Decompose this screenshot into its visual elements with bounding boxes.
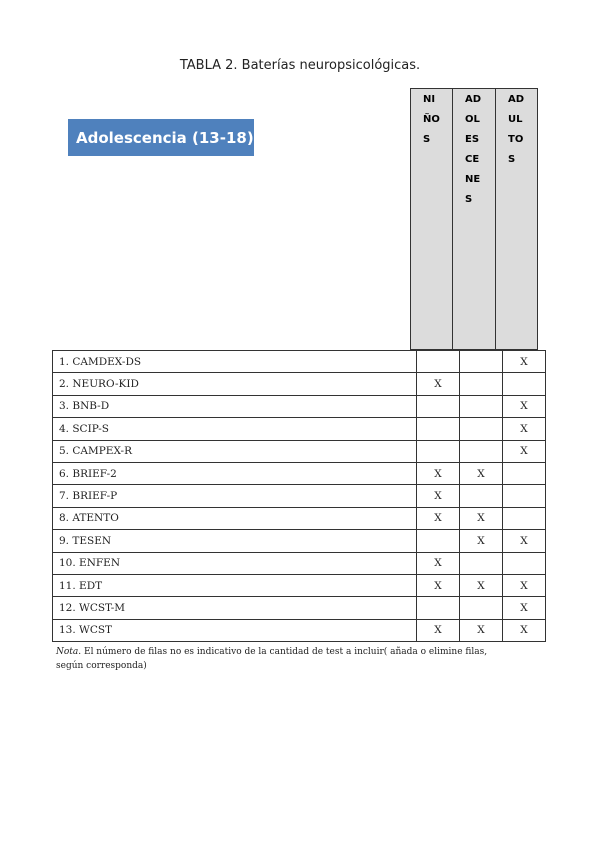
table-row: 13. WCST X X X (52, 618, 546, 643)
battery-name: 6. BRIEF-2 (52, 461, 417, 486)
table-row: 9. TESEN X X (52, 529, 546, 553)
battery-name: 3. BNB-D (52, 394, 417, 419)
mark-cell: X (502, 349, 546, 374)
battery-name: 5. CAMPEX-R (52, 439, 417, 463)
mark-cell (416, 529, 460, 553)
mark-cell (502, 484, 546, 508)
battery-name: 12. WCST-M (52, 596, 417, 620)
age-group-banner: Adolescencia (13-18) (68, 119, 254, 156)
mark-cell: X (416, 461, 460, 486)
mark-cell (459, 394, 503, 419)
mark-cell: X (502, 596, 546, 620)
column-header-adolescentes: AD OL ES CE NE S (452, 88, 496, 350)
mark-cell: X (459, 506, 503, 531)
mark-cell: X (459, 618, 503, 643)
table-note: Nota. El número de filas no es indicativ… (56, 645, 516, 673)
mark-cell (459, 596, 503, 620)
mark-cell: X (502, 417, 546, 441)
batteries-table: 1. CAMDEX-DS X 2. NEURO-KID X 3. BNB-D X 4. SC… (52, 349, 546, 643)
mark-cell (459, 484, 503, 508)
table-row: 4. SCIP-S X (52, 417, 546, 441)
note-label: Nota (56, 647, 79, 657)
mark-cell: X (416, 618, 460, 643)
mark-cell (416, 349, 460, 374)
mark-cell (502, 506, 546, 531)
mark-cell (416, 417, 460, 441)
table-row: 10. ENFEN X (52, 551, 546, 575)
mark-cell (459, 372, 503, 396)
battery-name: 11. EDT (52, 573, 417, 598)
battery-name: 8. ATENTO (52, 506, 417, 531)
mark-cell (459, 439, 503, 463)
mark-cell: X (416, 573, 460, 598)
mark-cell (502, 372, 546, 396)
table-title: TABLA 2. Baterías neuropsicológicas. (179, 58, 421, 73)
mark-cell: X (416, 551, 460, 575)
battery-name: 10. ENFEN (52, 551, 417, 575)
note-text: . El número de filas no es indicativo de… (56, 647, 488, 671)
table-row: 1. CAMDEX-DS X (52, 349, 546, 374)
battery-name: 9. TESEN (52, 529, 417, 553)
table-row: 12. WCST-M X (52, 596, 546, 620)
mark-cell: X (416, 506, 460, 531)
table-row: 11. EDT X X X (52, 573, 546, 598)
battery-name: 2. NEURO-KID (52, 372, 417, 396)
mark-cell: X (459, 461, 503, 486)
mark-cell: X (502, 573, 546, 598)
mark-cell: X (416, 484, 460, 508)
battery-name: 13. WCST (52, 618, 417, 643)
mark-cell: X (416, 372, 460, 396)
table-row: 8. ATENTO X X (52, 506, 546, 531)
mark-cell (459, 417, 503, 441)
table-row: 7. BRIEF-P X (52, 484, 546, 508)
table-row: 3. BNB-D X (52, 394, 546, 419)
table-row: 5. CAMPEX-R X (52, 439, 546, 463)
mark-cell: X (502, 394, 546, 419)
battery-name: 1. CAMDEX-DS (52, 349, 417, 374)
mark-cell: X (502, 529, 546, 553)
mark-cell: X (459, 573, 503, 598)
battery-name: 7. BRIEF-P (52, 484, 417, 508)
mark-cell (459, 349, 503, 374)
column-header-ninos: NI ÑO S (410, 88, 453, 350)
mark-cell (459, 551, 503, 575)
mark-cell: X (459, 529, 503, 553)
battery-name: 4. SCIP-S (52, 417, 417, 441)
table-row: 6. BRIEF-2 X X (52, 461, 546, 486)
column-header-adultos: AD UL TO S (495, 88, 538, 350)
mark-cell: X (502, 439, 546, 463)
mark-cell (416, 439, 460, 463)
mark-cell (502, 461, 546, 486)
mark-cell (416, 394, 460, 419)
mark-cell (502, 551, 546, 575)
mark-cell (416, 596, 460, 620)
table-row: 2. NEURO-KID X (52, 372, 546, 396)
mark-cell: X (502, 618, 546, 643)
